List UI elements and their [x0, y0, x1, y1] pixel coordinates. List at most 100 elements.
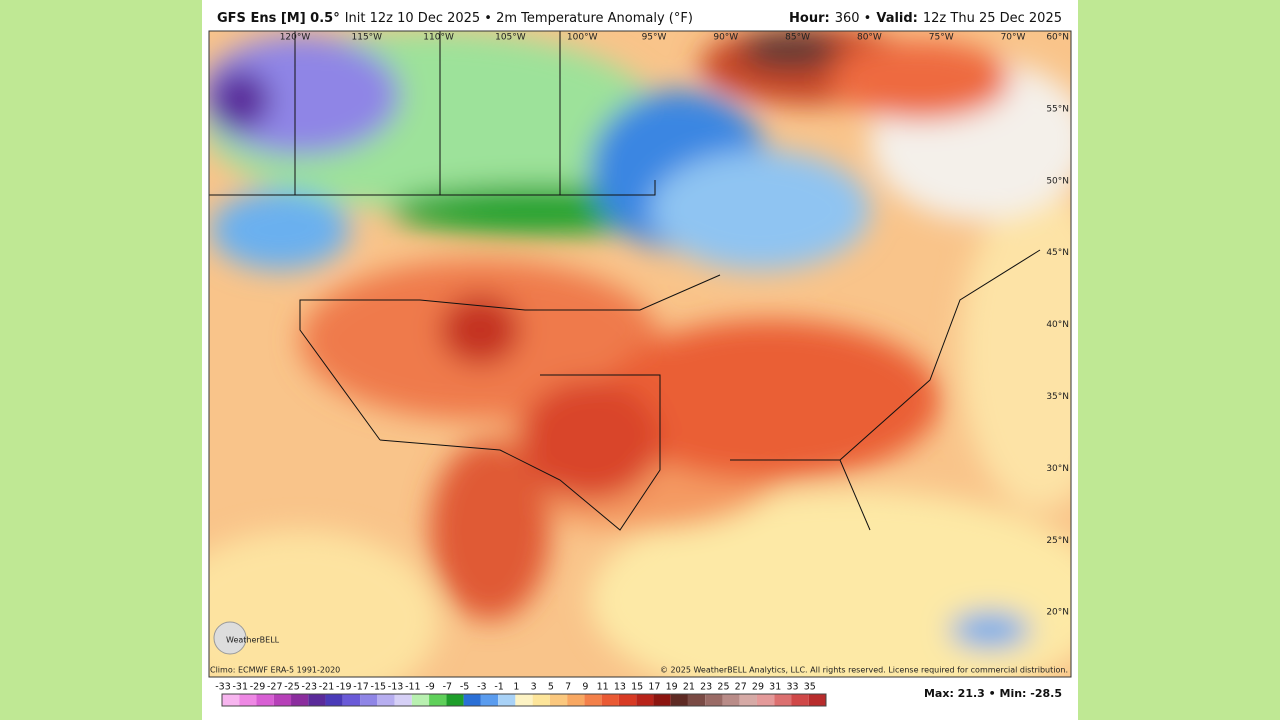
longitude-label: 95°W	[642, 33, 667, 43]
colorbar-swatch	[791, 694, 809, 706]
climo: Climo: ECMWF ERA-5 1991-2020	[210, 666, 340, 675]
longitude-label: 80°W	[857, 33, 882, 43]
colorbar-label: 19	[666, 682, 678, 693]
valid-label: Valid:	[876, 11, 918, 26]
colorbar-label: 9	[582, 682, 588, 693]
colorbar-label: -29	[250, 682, 266, 693]
colorbar-swatch	[739, 694, 757, 706]
logo: WeatherBELL	[226, 636, 280, 645]
colorbar-swatch	[722, 694, 740, 706]
colorbar-label: 29	[752, 682, 764, 693]
colorbar-label: -23	[302, 682, 318, 693]
longitude-label: 120°W	[280, 33, 311, 43]
latitude-label: 45°N	[1046, 248, 1069, 258]
colorbar-label: -7	[443, 682, 452, 693]
hour-label: Hour:	[789, 11, 830, 26]
model: GFS Ens [M] 0.5°	[217, 11, 340, 26]
colorbar-swatch	[360, 694, 378, 706]
logo-mark	[213, 621, 247, 655]
copyright: © 2025 WeatherBELL Analytics, LLC. All r…	[660, 666, 1068, 675]
colorbar-swatch	[498, 694, 516, 706]
colorbar-label: -15	[371, 682, 387, 693]
colorbar-label: -31	[232, 682, 248, 693]
colorbar-label: -1	[494, 682, 503, 693]
latitude-label: 30°N	[1046, 464, 1069, 474]
colorbar-swatch	[446, 694, 464, 706]
longitude-label: 115°W	[352, 33, 383, 43]
colorbar-label: -21	[319, 682, 335, 693]
latitude-label: 40°N	[1046, 320, 1069, 330]
colorbar-swatch	[567, 694, 585, 706]
colorbar-swatch	[256, 694, 274, 706]
colorbar-swatch	[687, 694, 706, 706]
latitude-label: 20°N	[1046, 608, 1069, 618]
colorbar-swatch	[377, 694, 395, 706]
colorbar-label: 1	[513, 682, 519, 693]
colorbar-label: -9	[425, 682, 434, 693]
colorbar-swatch	[774, 694, 792, 706]
map	[209, 31, 1071, 677]
latitude-label: 50°N	[1046, 176, 1069, 186]
colorbar-swatch	[705, 694, 723, 706]
colorbar-label: 17	[648, 682, 660, 693]
colorbar-label: 21	[683, 682, 695, 693]
colorbar-label: -33	[215, 682, 231, 693]
latitude-label: 35°N	[1046, 392, 1069, 402]
colorbar-swatch	[325, 694, 343, 706]
colorbar-label: 7	[565, 682, 571, 693]
colorbar-swatch	[291, 694, 309, 706]
colorbar-label: -3	[477, 682, 486, 693]
latitude-label: 55°N	[1046, 104, 1069, 114]
colorbar-label: -19	[336, 682, 352, 693]
longitude-label: 90°W	[713, 33, 738, 43]
longitude-label: 105°W	[495, 33, 526, 43]
colorbar-swatch	[222, 694, 240, 706]
colorbar-label: 15	[631, 682, 643, 693]
longitude-label: 75°W	[929, 33, 954, 43]
colorbar-label: 27	[735, 682, 747, 693]
hour: 360 •	[835, 11, 872, 26]
colorbar-label: -13	[388, 682, 404, 693]
colorbar-label: 23	[700, 682, 712, 693]
colorbar-label: 3	[531, 682, 537, 693]
colorbar-swatch	[273, 694, 292, 706]
colorbar-swatch	[429, 694, 447, 706]
colorbar-swatch	[636, 694, 654, 706]
colorbar-swatch	[532, 694, 550, 706]
colorbar-label: -27	[267, 682, 283, 693]
map-frame	[208, 30, 1072, 678]
colorbar-label: 11	[597, 682, 609, 693]
colorbar-label: 35	[804, 682, 816, 693]
colorbar-swatch	[463, 694, 481, 706]
init: Init 12z 10 Dec 2025 • 2m Temperature An…	[345, 11, 693, 26]
colorbar-swatch	[618, 694, 637, 706]
colorbar-label: 5	[548, 682, 554, 693]
colorbar-swatch	[756, 694, 775, 706]
stats: Max: 21.3 • Min: -28.5	[924, 687, 1062, 700]
colorbar-swatch	[584, 694, 602, 706]
latitude-label: 25°N	[1046, 536, 1069, 546]
colorbar-swatch	[308, 694, 326, 706]
colorbar-swatch	[342, 694, 361, 706]
colorbar-swatch	[239, 694, 257, 706]
valid-time: Hour: 360 • Valid: 12z Thu 25 Dec 2025	[789, 11, 1062, 26]
colorbar-swatch	[601, 694, 619, 706]
colorbar-swatch	[808, 694, 826, 706]
colorbar-swatch	[411, 694, 430, 706]
colorbar-label: 31	[769, 682, 781, 693]
colorbar-label: -11	[405, 682, 421, 693]
colorbar-swatch	[515, 694, 533, 706]
latitude-label: 60°N	[1046, 33, 1069, 43]
colorbar-swatch	[653, 694, 671, 706]
colorbar-label: 13	[614, 682, 626, 693]
colorbar-swatch	[394, 694, 412, 706]
colorbar-label: -25	[284, 682, 300, 693]
longitude-label: 110°W	[423, 33, 454, 43]
valid: 12z Thu 25 Dec 2025	[923, 11, 1062, 26]
colorbar-frame	[221, 693, 827, 707]
colorbar-label: 25	[717, 682, 729, 693]
colorbar-swatch	[670, 694, 688, 706]
longitude-label: 100°W	[567, 33, 598, 43]
